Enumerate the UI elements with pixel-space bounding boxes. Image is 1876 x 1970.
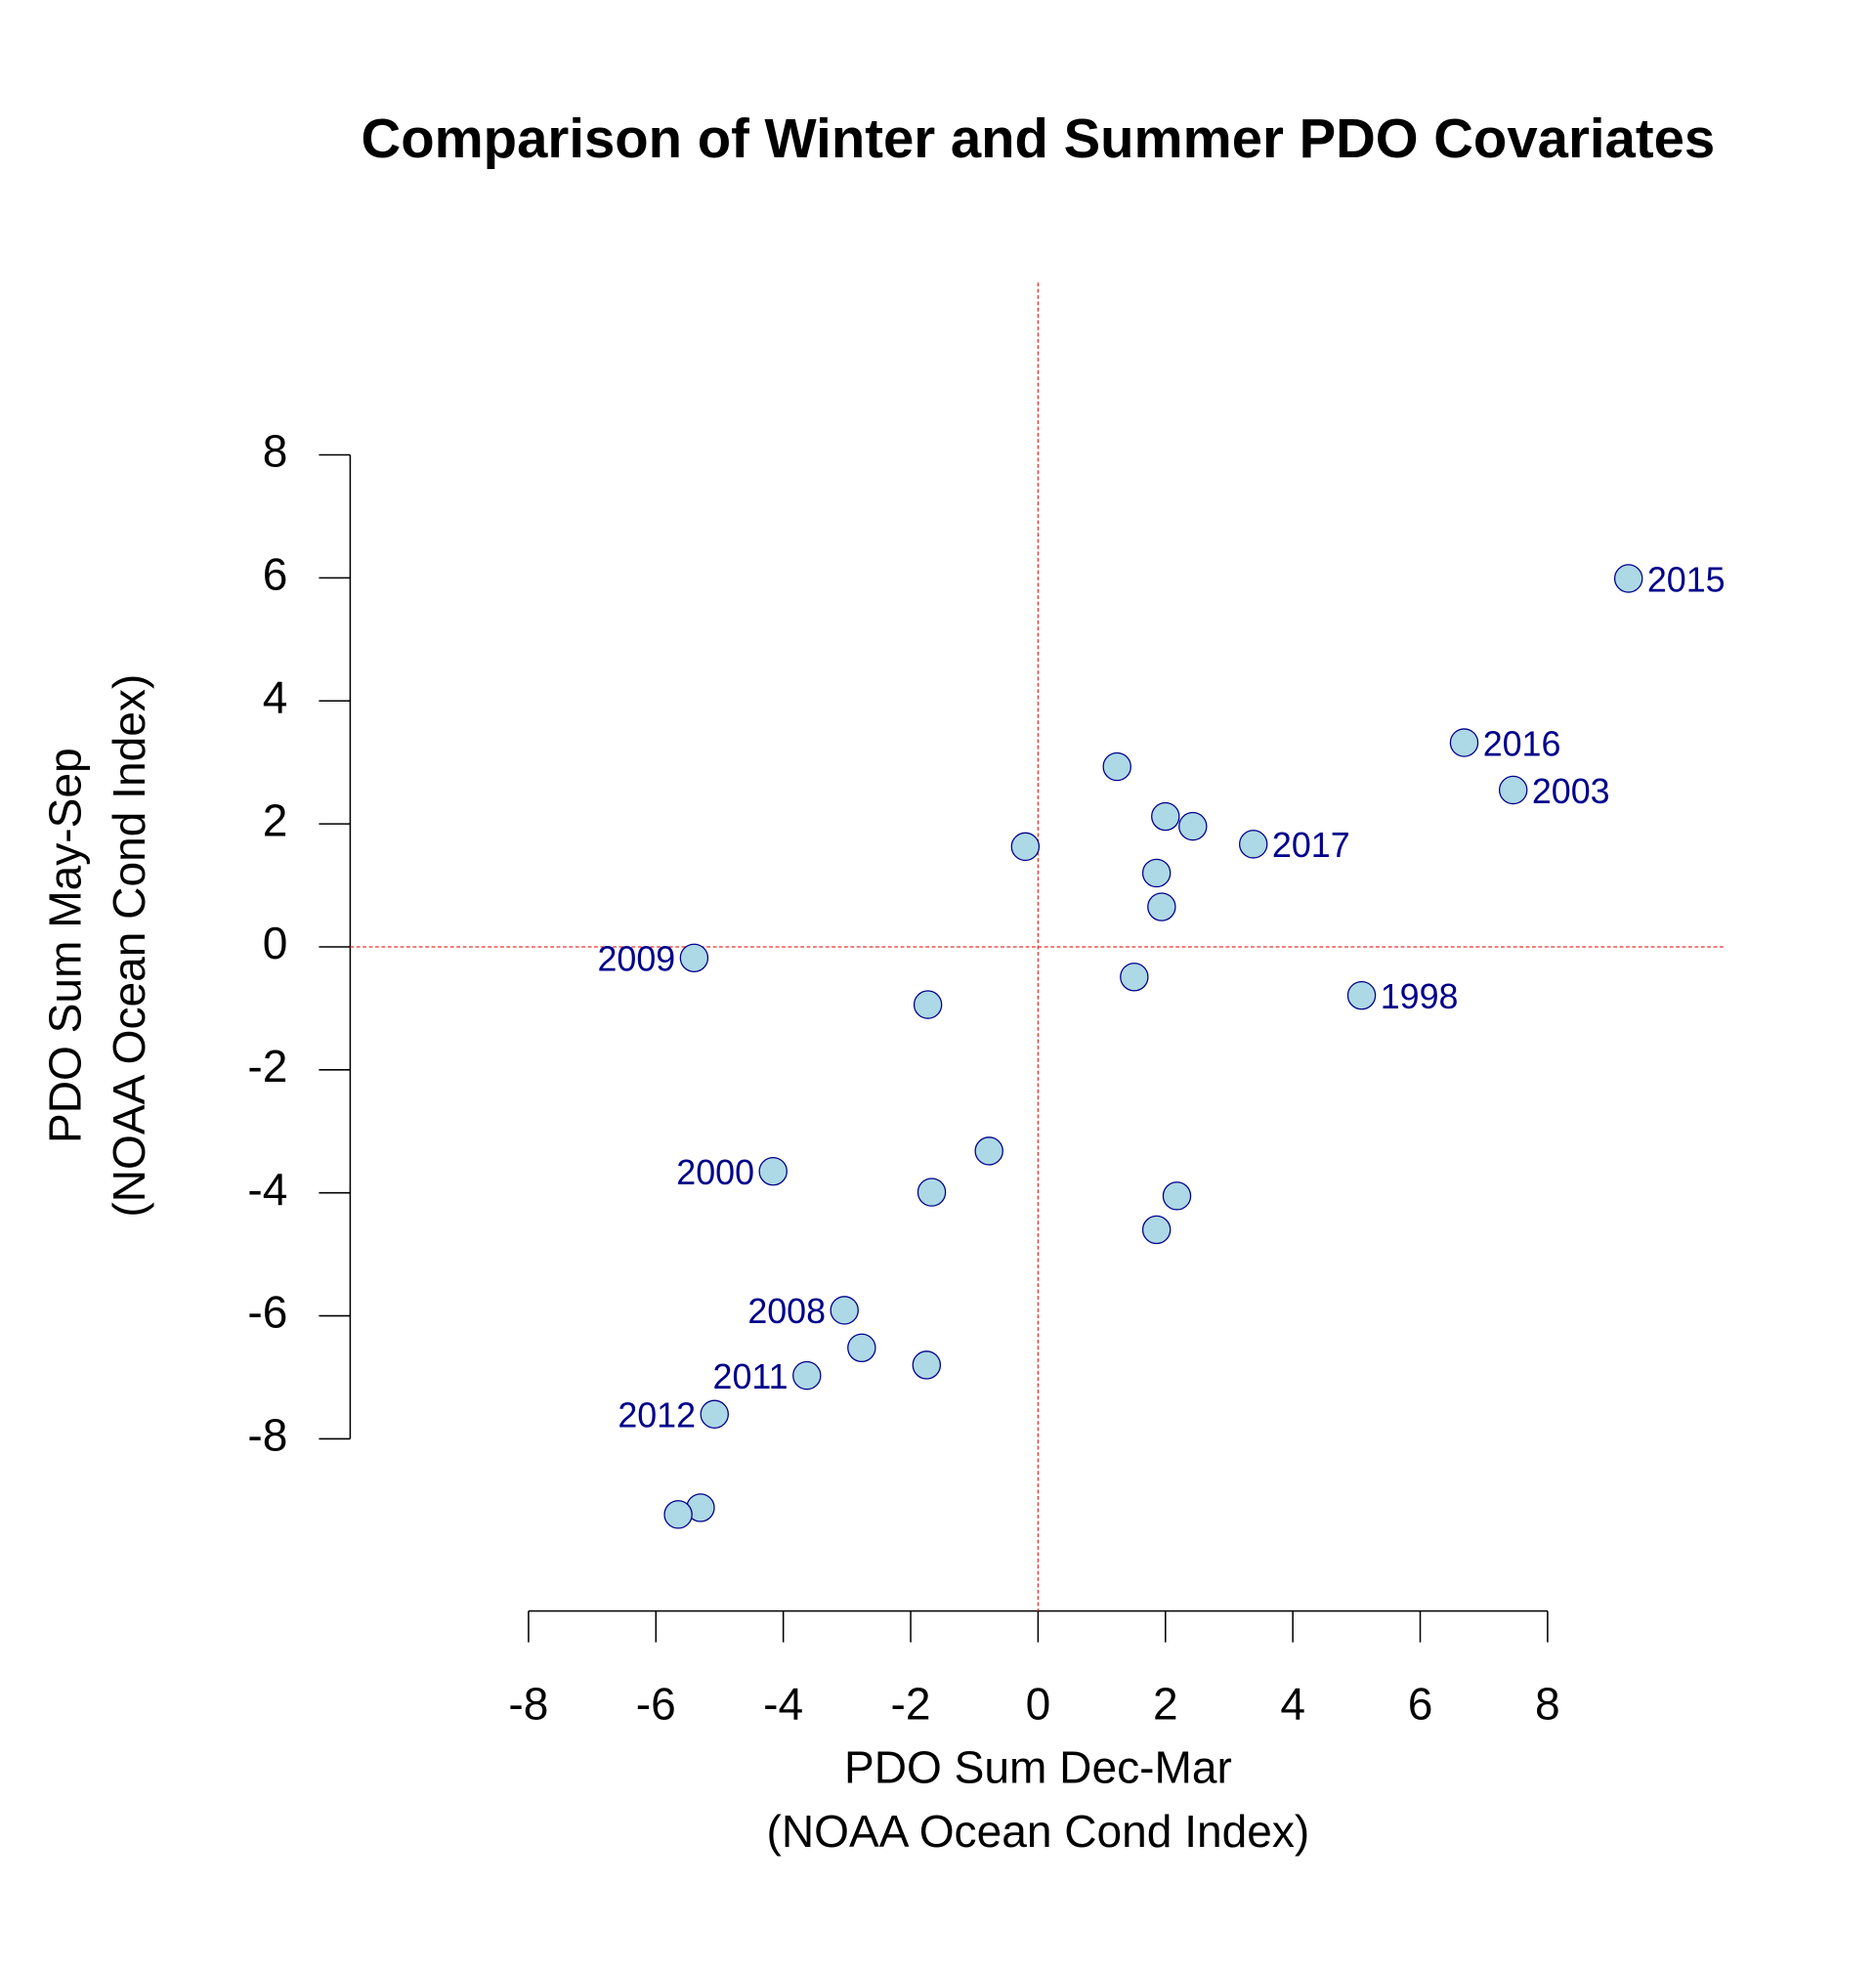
x-axis-label: PDO Sum Dec-Mar xyxy=(844,1742,1232,1793)
point-label: 2016 xyxy=(1483,724,1561,763)
point xyxy=(1102,751,1131,782)
x-tick-label: 8 xyxy=(1535,1678,1560,1729)
x-axis-label: (NOAA Ocean Cond Index) xyxy=(767,1806,1310,1857)
y-tick-label: 4 xyxy=(263,671,288,722)
point-label: 2017 xyxy=(1272,826,1350,865)
chart-title: Comparison of Winter and Summer PDO Cova… xyxy=(362,107,1716,169)
point xyxy=(1147,892,1176,921)
point xyxy=(1346,980,1377,1010)
point-label: 2012 xyxy=(618,1396,696,1435)
point xyxy=(830,1296,859,1325)
y-tick-label: -6 xyxy=(247,1287,287,1338)
point xyxy=(1141,1215,1172,1245)
point xyxy=(912,1350,942,1380)
point xyxy=(1151,801,1180,832)
point xyxy=(1162,1181,1192,1211)
y-tick-label: 8 xyxy=(263,426,288,477)
x-tick-label: -8 xyxy=(508,1678,548,1729)
point xyxy=(1120,963,1149,992)
y-tick-label: -8 xyxy=(247,1410,287,1461)
point-label: 2008 xyxy=(747,1292,826,1331)
point-label: 2011 xyxy=(713,1357,789,1396)
point xyxy=(700,1399,729,1429)
x-tick-label: 4 xyxy=(1280,1678,1305,1729)
y-axis-label: PDO Sum May-Sep xyxy=(40,748,91,1143)
point xyxy=(758,1156,788,1186)
x-tick-label: -2 xyxy=(891,1678,931,1729)
y-tick-label: 6 xyxy=(263,549,288,600)
point xyxy=(1141,858,1172,888)
point-label: 1998 xyxy=(1381,977,1459,1016)
y-axis-label: (NOAA Ocean Cond Index) xyxy=(104,674,154,1218)
x-tick-label: -4 xyxy=(763,1678,803,1729)
point-label: 2003 xyxy=(1532,772,1610,811)
point xyxy=(1449,728,1479,757)
point xyxy=(663,1500,693,1529)
y-tick-label: -4 xyxy=(247,1164,287,1215)
point xyxy=(917,1178,947,1207)
point xyxy=(792,1360,822,1391)
x-tick-label: 6 xyxy=(1408,1678,1433,1729)
point xyxy=(847,1333,876,1363)
point xyxy=(1498,775,1528,805)
point-label: 2015 xyxy=(1647,560,1726,599)
point xyxy=(1010,832,1041,862)
point xyxy=(974,1136,1003,1166)
y-tick-label: 0 xyxy=(263,918,288,968)
point xyxy=(1178,811,1208,841)
point xyxy=(1239,830,1268,859)
point-label: 2009 xyxy=(597,940,675,979)
y-tick-label: -2 xyxy=(247,1041,287,1092)
x-tick-label: 0 xyxy=(1026,1678,1051,1729)
x-tick-label: -6 xyxy=(636,1678,676,1729)
point xyxy=(913,990,943,1019)
x-tick-label: 2 xyxy=(1153,1678,1178,1729)
y-tick-label: 2 xyxy=(263,794,288,845)
point xyxy=(1613,564,1643,593)
point xyxy=(679,943,709,973)
point-label: 2000 xyxy=(676,1153,754,1192)
